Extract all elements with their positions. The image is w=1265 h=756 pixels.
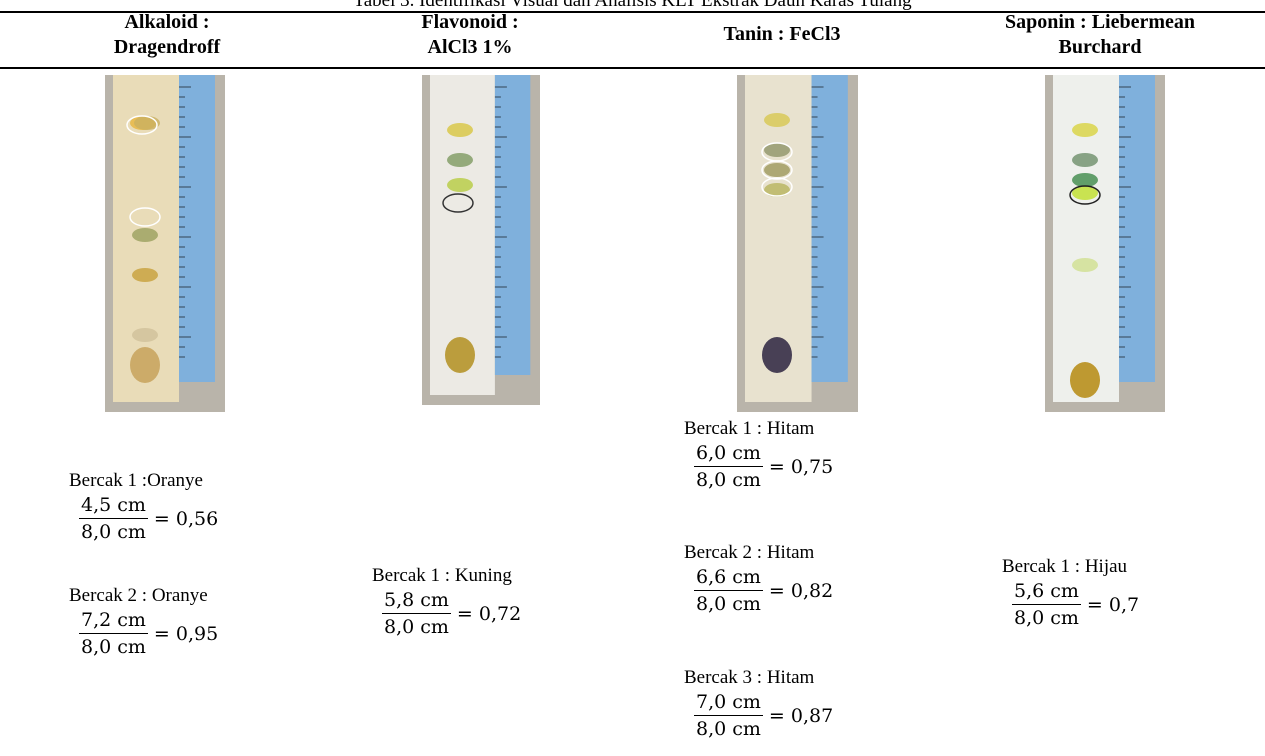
header-line: Alkaloid :	[124, 11, 210, 33]
fraction: 4,5 cm 8,0 cm	[79, 492, 148, 545]
fraction: 5,8 cm 8,0 cm	[382, 587, 451, 640]
rf-formula: 7,0 cm 8,0 cm = 0,87	[694, 689, 904, 742]
spot-result: Bercak 1 : Hitam 6,0 cm 8,0 cm = 0,75	[684, 418, 904, 493]
numerator: 6,6 cm	[694, 564, 763, 591]
header-line: Tanin : FeCl3	[723, 23, 841, 45]
denominator: 8,0 cm	[696, 718, 761, 740]
plate-part	[494, 75, 531, 375]
numerator: 7,0 cm	[694, 689, 763, 716]
numerator: 6,0 cm	[694, 440, 763, 467]
plate-part	[1072, 258, 1098, 272]
spot-label: Bercak 2 : Oranye	[69, 585, 208, 606]
fraction: 7,0 cm 8,0 cm	[694, 689, 763, 742]
plate-part	[1070, 362, 1100, 398]
rf-formula: 5,6 cm 8,0 cm = 0,7	[1012, 578, 1222, 631]
header-line: Saponin : Liebermean	[1004, 11, 1196, 33]
denominator: 8,0 cm	[696, 593, 761, 615]
numerator: 4,5 cm	[79, 492, 148, 519]
plate-part	[764, 143, 790, 157]
rf-value: = 0,7	[1086, 593, 1140, 616]
fraction: 6,6 cm 8,0 cm	[694, 564, 763, 617]
plate-part	[761, 160, 793, 180]
spot-label: Bercak 1 :Oranye	[69, 470, 203, 491]
plate-part	[447, 178, 473, 192]
spot-result: Bercak 3 : Hitam 7,0 cm 8,0 cm = 0,87	[684, 667, 904, 742]
plate-part	[130, 347, 160, 383]
spot-label: Bercak 3 : Hitam	[684, 667, 815, 688]
plate-part	[764, 163, 790, 177]
spot-result: Bercak 1 : Kuning 5,8 cm 8,0 cm = 0,72	[372, 565, 592, 640]
header-line: Dragendroff	[113, 36, 221, 58]
rf-formula: 6,6 cm 8,0 cm = 0,82	[694, 564, 904, 617]
plate-part	[1072, 173, 1098, 187]
rf-value: = 0,87	[768, 704, 834, 727]
rf-value: = 0,75	[768, 455, 834, 478]
denominator: 8,0 cm	[81, 636, 146, 658]
plate-part	[761, 177, 793, 197]
plate-part	[445, 337, 475, 373]
plate-part	[1072, 123, 1098, 137]
table-title: Tabel 3. Identifikasi Visual dan Analisi…	[353, 0, 912, 11]
tlc-plate	[105, 75, 225, 412]
rf-formula: 7,2 cm 8,0 cm = 0,95	[79, 607, 289, 660]
spot-label: Bercak 1 : Hitam	[684, 418, 815, 439]
denominator: 8,0 cm	[384, 616, 449, 638]
plate-part	[1072, 153, 1098, 167]
fraction: 7,2 cm 8,0 cm	[79, 607, 148, 660]
plate-part	[447, 153, 473, 167]
denominator: 8,0 cm	[1014, 607, 1079, 629]
spot-label: Bercak 1 : Kuning	[372, 565, 512, 586]
column-header: Saponin : Liebermean Burchard	[950, 10, 1250, 60]
rf-value: = 0,95	[153, 622, 219, 645]
rf-value: = 0,82	[768, 579, 834, 602]
plate-part	[764, 183, 790, 197]
spot-result: Bercak 1 :Oranye 4,5 cm 8,0 cm = 0,56	[69, 470, 289, 545]
plate-part	[126, 115, 158, 135]
spot-result: Bercak 2 : Oranye 7,2 cm 8,0 cm = 0,95	[69, 585, 289, 660]
column-header: Flavonoid : AlCl3 1%	[320, 10, 620, 60]
plate-part	[1119, 75, 1155, 382]
tlc-plate	[422, 75, 540, 405]
numerator: 5,8 cm	[382, 587, 451, 614]
plate-part	[179, 75, 215, 382]
fraction: 5,6 cm 8,0 cm	[1012, 578, 1081, 631]
spot-label: Bercak 2 : Hitam	[684, 542, 815, 563]
rf-value: = 0,56	[153, 507, 219, 530]
plate-part	[811, 75, 848, 382]
header-line: Burchard	[1058, 36, 1142, 58]
column-header: Alkaloid : Dragendroff	[17, 10, 317, 60]
denominator: 8,0 cm	[81, 521, 146, 543]
header-line: AlCl3 1%	[427, 36, 513, 58]
plate-part	[132, 268, 158, 282]
spot-result: Bercak 2 : Hitam 6,6 cm 8,0 cm = 0,82	[684, 542, 904, 617]
rf-formula: 4,5 cm 8,0 cm = 0,56	[79, 492, 289, 545]
top-rule	[0, 11, 1265, 13]
tlc-plate	[737, 75, 858, 412]
plate-part	[132, 328, 158, 342]
plate-part	[1072, 186, 1098, 200]
plate-part	[1069, 185, 1101, 205]
fraction: 6,0 cm 8,0 cm	[694, 440, 763, 493]
plate-part	[442, 193, 474, 213]
plate-part	[762, 337, 792, 373]
spot-label: Bercak 1 : Hijau	[1002, 556, 1128, 577]
column-header: Tanin : FeCl3	[632, 22, 932, 47]
rf-formula: 6,0 cm 8,0 cm = 0,75	[694, 440, 904, 493]
header-rule	[0, 67, 1265, 69]
plate-part	[132, 228, 158, 242]
plate-part	[129, 207, 161, 227]
numerator: 5,6 cm	[1012, 578, 1081, 605]
rf-value: = 0,72	[456, 602, 522, 625]
denominator: 8,0 cm	[696, 469, 761, 491]
spot-result: Bercak 1 : Hijau 5,6 cm 8,0 cm = 0,7	[1002, 556, 1222, 631]
plate-part	[764, 113, 790, 127]
plate-part	[447, 123, 473, 137]
tlc-plate	[1045, 75, 1165, 412]
numerator: 7,2 cm	[79, 607, 148, 634]
header-line: Flavonoid :	[421, 11, 519, 33]
rf-formula: 5,8 cm 8,0 cm = 0,72	[382, 587, 592, 640]
